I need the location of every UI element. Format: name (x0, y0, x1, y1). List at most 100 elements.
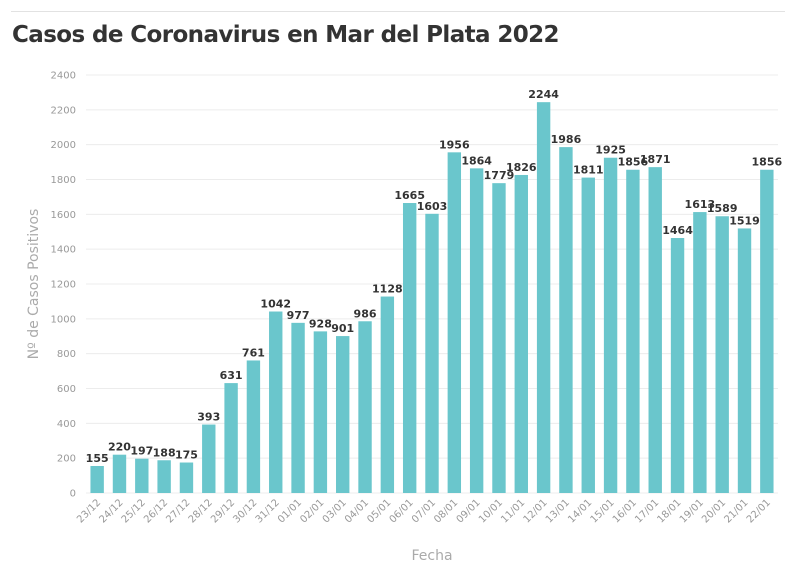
x-tick-label: 03/01 (321, 497, 349, 525)
bar-16-01[interactable] (626, 169, 640, 493)
bar-21-01[interactable] (737, 228, 752, 493)
bar-15-01[interactable] (603, 157, 618, 493)
data-label: 1871 (640, 153, 671, 166)
data-label: 1589 (707, 202, 738, 215)
bar-06-01[interactable] (402, 203, 417, 493)
data-label: 1128 (372, 283, 403, 296)
y-tick-label: 1600 (51, 210, 76, 221)
y-tick-label: 0 (70, 489, 76, 500)
bar-14-01[interactable] (581, 177, 595, 493)
y-tick-label: 600 (57, 384, 76, 395)
x-tick-label: 27/12 (164, 497, 192, 525)
data-label: 631 (220, 369, 243, 382)
bar-24-12[interactable] (112, 454, 127, 493)
bars (90, 102, 774, 494)
bar-04-01[interactable] (358, 321, 372, 493)
x-tick-label: 17/01 (633, 497, 661, 525)
x-tick-label: 31/12 (254, 497, 282, 525)
x-tick-label: 01/01 (276, 497, 304, 525)
bar-28-12[interactable] (202, 424, 216, 493)
data-label: 393 (197, 411, 220, 424)
x-axis-ticks: 23/1224/1225/1226/1227/1228/1229/1230/12… (75, 497, 773, 525)
data-label: 1826 (506, 161, 537, 174)
x-tick-label: 02/01 (298, 497, 326, 525)
data-label: 1665 (394, 189, 425, 202)
bar-10-01[interactable] (492, 183, 506, 493)
x-tick-label: 18/01 (656, 497, 684, 525)
bar-11-01[interactable] (514, 174, 528, 493)
data-label: 1811 (573, 164, 604, 177)
bar-02-01[interactable] (313, 331, 328, 493)
y-tick-label: 2000 (51, 140, 76, 151)
bar-27-12[interactable] (179, 462, 194, 493)
data-label: 1779 (484, 169, 515, 182)
data-label: 1856 (618, 156, 649, 169)
data-label: 1042 (260, 298, 291, 311)
bar-29-12[interactable] (224, 383, 238, 493)
data-label: 1864 (461, 154, 492, 167)
bar-30-12[interactable] (246, 360, 261, 493)
bar-13-01[interactable] (559, 147, 573, 494)
gridlines (86, 74, 778, 494)
x-tick-label: 20/01 (700, 497, 728, 525)
x-tick-label: 28/12 (187, 497, 215, 525)
x-tick-label: 26/12 (142, 497, 170, 525)
y-axis-ticks: 0 200 400 600 800 1000 1200 1400 1600 1800 2000 220… (51, 71, 76, 500)
x-tick-label: 08/01 (432, 497, 460, 525)
bar-31-12[interactable] (269, 311, 283, 493)
data-label: 928 (309, 317, 332, 330)
data-label: 1925 (595, 144, 626, 157)
x-tick-label: 04/01 (343, 497, 371, 525)
bar-20-01[interactable] (715, 216, 729, 494)
x-tick-label: 24/12 (97, 497, 125, 525)
x-tick-label: 23/12 (75, 497, 103, 525)
data-label: 1613 (685, 198, 716, 211)
data-label: 1603 (417, 200, 448, 213)
x-tick-label: 14/01 (566, 497, 594, 525)
x-tick-label: 30/12 (231, 497, 259, 525)
bar-25-12[interactable] (135, 458, 149, 493)
data-label: 977 (287, 309, 310, 322)
top-divider (11, 11, 785, 12)
bar-19-01[interactable] (693, 212, 707, 494)
y-tick-label: 1000 (51, 314, 76, 325)
data-label: 986 (354, 307, 377, 320)
bar-09-01[interactable] (469, 168, 484, 493)
y-tick-label: 800 (57, 349, 76, 360)
bar-17-01[interactable] (648, 167, 662, 494)
x-tick-label: 07/01 (410, 497, 438, 525)
x-tick-label: 19/01 (678, 497, 706, 525)
data-label: 175 (175, 449, 198, 462)
bar-03-01[interactable] (336, 336, 350, 493)
x-tick-label: 22/01 (745, 497, 773, 525)
y-tick-label: 200 (57, 454, 76, 465)
x-tick-label: 15/01 (589, 497, 617, 525)
y-tick-label: 2400 (51, 71, 76, 82)
x-tick-label: 29/12 (209, 497, 237, 525)
bar-22-01[interactable] (760, 169, 774, 493)
data-label: 220 (108, 441, 131, 454)
chart-title: Casos de Coronavirus en Mar del Plata 20… (12, 22, 560, 48)
bar-12-01[interactable] (536, 102, 551, 494)
bar-23-12[interactable] (90, 466, 104, 493)
bar-18-01[interactable] (670, 238, 685, 493)
x-tick-label: 09/01 (455, 497, 483, 525)
bar-05-01[interactable] (380, 296, 395, 493)
data-label: 761 (242, 346, 265, 359)
data-label: 2244 (528, 88, 559, 101)
data-label: 155 (86, 452, 109, 465)
y-tick-label: 2200 (51, 105, 76, 116)
y-tick-label: 1200 (51, 280, 76, 291)
data-label: 1464 (662, 224, 693, 237)
data-label: 197 (130, 445, 153, 458)
x-tick-label: 25/12 (120, 497, 148, 525)
data-label: 1986 (551, 133, 582, 146)
data-label: 188 (153, 446, 176, 459)
bar-01-01[interactable] (291, 322, 305, 493)
bar-08-01[interactable] (447, 152, 462, 493)
bar-07-01[interactable] (425, 213, 439, 493)
data-label: 1956 (439, 138, 470, 151)
bar-26-12[interactable] (157, 460, 171, 493)
